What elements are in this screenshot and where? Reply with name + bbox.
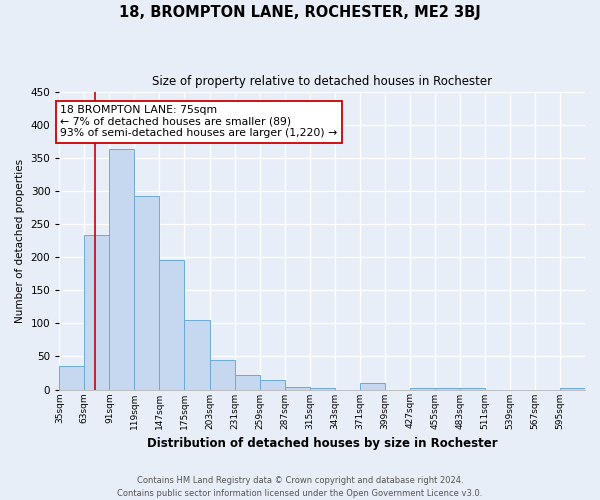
Bar [360, 383, 385, 390]
Bar [59, 366, 85, 390]
Bar [109, 150, 134, 390]
Bar [85, 235, 109, 390]
Bar [435, 388, 460, 390]
Bar [410, 388, 435, 390]
Bar [460, 388, 485, 390]
Text: Contains HM Land Registry data © Crown copyright and database right 2024.
Contai: Contains HM Land Registry data © Crown c… [118, 476, 482, 498]
Bar [284, 387, 310, 390]
X-axis label: Distribution of detached houses by size in Rochester: Distribution of detached houses by size … [147, 437, 497, 450]
Bar [310, 388, 335, 390]
Text: 18 BROMPTON LANE: 75sqm
← 7% of detached houses are smaller (89)
93% of semi-det: 18 BROMPTON LANE: 75sqm ← 7% of detached… [60, 105, 337, 138]
Bar [134, 196, 160, 390]
Bar [560, 388, 585, 390]
Bar [209, 360, 235, 390]
Bar [160, 260, 184, 390]
Bar [184, 320, 209, 390]
Text: 18, BROMPTON LANE, ROCHESTER, ME2 3BJ: 18, BROMPTON LANE, ROCHESTER, ME2 3BJ [119, 5, 481, 20]
Title: Size of property relative to detached houses in Rochester: Size of property relative to detached ho… [152, 75, 492, 88]
Y-axis label: Number of detached properties: Number of detached properties [15, 158, 25, 323]
Bar [260, 380, 284, 390]
Bar [235, 375, 260, 390]
